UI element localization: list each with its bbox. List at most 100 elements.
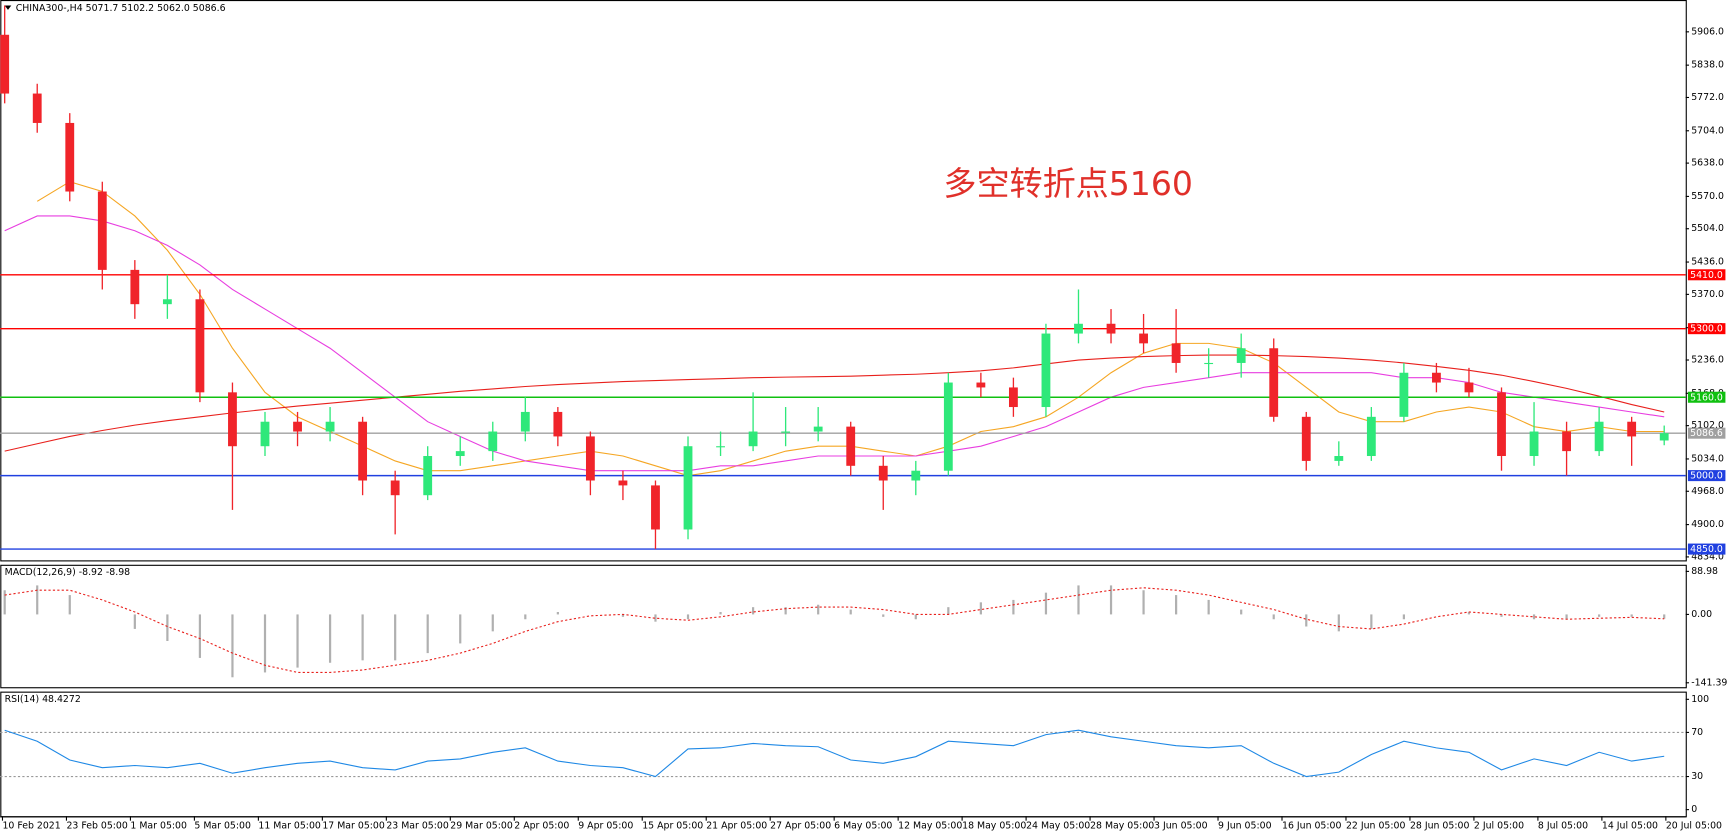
x-tick-label: 20 Jul 05:00 bbox=[1666, 821, 1722, 832]
candle-body bbox=[390, 480, 400, 496]
candle-body bbox=[1204, 362, 1214, 365]
candle-body bbox=[1432, 372, 1441, 383]
candle-body bbox=[130, 269, 140, 305]
annotation: 多空转折点5160 bbox=[943, 164, 1193, 203]
candle-body bbox=[813, 426, 823, 432]
y-tick-label: 100 bbox=[1691, 694, 1709, 705]
x-tick-label: 5 Mar 05:00 bbox=[194, 821, 251, 832]
candle-body bbox=[1659, 433, 1669, 441]
y-tick-label: 4900.0 bbox=[1691, 519, 1724, 530]
x-tick-label: 17 Mar 05:00 bbox=[322, 821, 385, 832]
candle-body bbox=[748, 431, 758, 447]
x-tick-label: 28 May 05:00 bbox=[1090, 821, 1154, 832]
y-tick-label: 5436.0 bbox=[1691, 257, 1724, 268]
x-tick-label: 28 Jun 05:00 bbox=[1410, 821, 1470, 832]
y-tick-label: 5838.0 bbox=[1691, 60, 1724, 71]
candle-body bbox=[911, 470, 921, 481]
macd-label: MACD(12,26,9) -8.92 -8.98 bbox=[5, 567, 131, 578]
level-tag bbox=[1687, 391, 1726, 403]
x-tick-label: 15 Apr 05:00 bbox=[642, 821, 703, 832]
level-tag bbox=[1687, 543, 1726, 555]
level-label: 5086.6 bbox=[1690, 428, 1723, 439]
y-tick-label: 5034.0 bbox=[1691, 453, 1724, 464]
x-tick-label: 3 Jun 05:00 bbox=[1154, 821, 1208, 832]
candle-body bbox=[1594, 421, 1604, 452]
level-tag bbox=[1687, 323, 1726, 335]
y-tick-label: 5704.0 bbox=[1691, 125, 1724, 136]
level-label: 5300.0 bbox=[1690, 324, 1723, 335]
candle-body bbox=[1139, 333, 1148, 344]
candle-body bbox=[162, 299, 172, 305]
y-tick-label: 4968.0 bbox=[1691, 486, 1724, 497]
candle-body bbox=[1008, 387, 1018, 408]
level-label: 5410.0 bbox=[1690, 270, 1723, 281]
y-tick-label: 0.00 bbox=[1691, 609, 1712, 620]
candle-body bbox=[651, 485, 660, 530]
candle-body bbox=[0, 34, 10, 94]
candle-body bbox=[1334, 456, 1344, 461]
y-tick-label: 5906.0 bbox=[1691, 26, 1724, 37]
moving-average bbox=[4, 354, 1665, 452]
x-tick-label: 16 Jun 05:00 bbox=[1282, 821, 1342, 832]
level-tag bbox=[1687, 470, 1726, 482]
candle-body bbox=[716, 446, 725, 448]
candle-body bbox=[1106, 323, 1116, 334]
x-tick-label: 23 Feb 05:00 bbox=[66, 821, 127, 832]
candle-body bbox=[1074, 323, 1083, 334]
y-tick-label: 4834.0 bbox=[1691, 551, 1724, 562]
level-tag bbox=[1687, 269, 1726, 281]
x-tick-label: 10 Feb 2021 bbox=[2, 821, 60, 832]
candle-body bbox=[1627, 421, 1637, 437]
y-tick-label: 88.98 bbox=[1691, 566, 1718, 577]
menu-arrow[interactable] bbox=[4, 5, 12, 10]
y-tick-label: 5772.0 bbox=[1691, 92, 1724, 103]
y-tick-label: 5504.0 bbox=[1691, 223, 1724, 234]
candle-body bbox=[32, 93, 42, 123]
macd-signal bbox=[4, 587, 1665, 673]
candle-body bbox=[1366, 416, 1376, 457]
candle-body bbox=[455, 451, 465, 457]
y-tick-label: 5236.0 bbox=[1691, 355, 1724, 366]
candle-body bbox=[65, 122, 75, 192]
x-tick-label: 2 Jul 05:00 bbox=[1474, 821, 1524, 832]
x-tick-label: 21 Apr 05:00 bbox=[706, 821, 767, 832]
candle-body bbox=[553, 411, 563, 437]
candle-body bbox=[195, 299, 205, 393]
level-label: 5000.0 bbox=[1690, 471, 1723, 482]
x-tick-label: 18 May 05:00 bbox=[962, 821, 1026, 832]
candle-body bbox=[1399, 372, 1409, 417]
candle-body bbox=[97, 191, 107, 270]
y-tick-label: 5102.0 bbox=[1691, 420, 1724, 431]
x-tick-label: 2 Apr 05:00 bbox=[514, 821, 569, 832]
candle-body bbox=[520, 411, 530, 432]
x-tick-label: 6 May 05:00 bbox=[834, 821, 892, 832]
candle-body bbox=[1301, 416, 1311, 461]
x-tick-label: 27 Apr 05:00 bbox=[770, 821, 831, 832]
y-tick-label: 70 bbox=[1691, 727, 1703, 738]
y-tick-label: 5638.0 bbox=[1691, 158, 1724, 169]
candle-body bbox=[683, 446, 693, 530]
y-tick-label: 0 bbox=[1691, 804, 1697, 815]
x-tick-label: 22 Jun 05:00 bbox=[1346, 821, 1406, 832]
rsi-label: RSI(14) 48.4272 bbox=[5, 694, 81, 705]
candle-body bbox=[1236, 348, 1246, 363]
candle-body bbox=[228, 392, 237, 447]
x-tick-label: 23 Mar 05:00 bbox=[386, 821, 449, 832]
level-tag bbox=[1687, 427, 1726, 439]
moving-average bbox=[4, 215, 1665, 472]
candle-body bbox=[260, 421, 270, 447]
candle-body bbox=[1529, 431, 1539, 457]
candle-body bbox=[325, 421, 335, 432]
candle-body bbox=[488, 431, 498, 452]
candle-body bbox=[1041, 333, 1051, 408]
x-tick-label: 12 May 05:00 bbox=[898, 821, 962, 832]
candle-body bbox=[585, 436, 595, 481]
main-panel-frame bbox=[0, 0, 1687, 562]
macd-panel-frame bbox=[0, 564, 1687, 689]
candle-body bbox=[976, 382, 986, 388]
candle-body bbox=[1497, 392, 1506, 457]
y-tick-label: 5370.0 bbox=[1691, 289, 1724, 300]
